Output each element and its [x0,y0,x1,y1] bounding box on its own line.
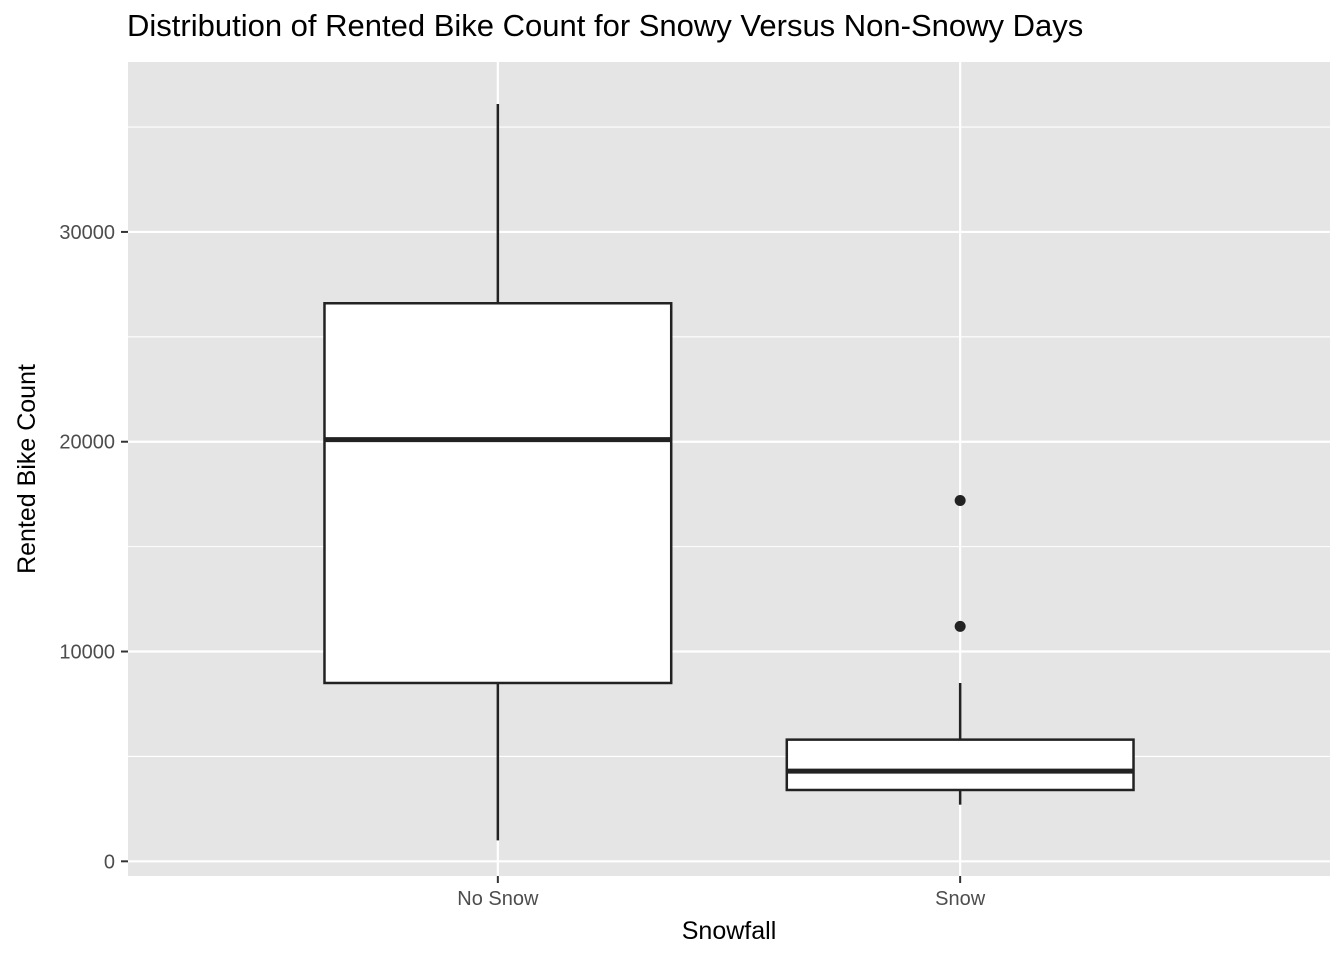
iqr-box [785,738,1135,792]
y-axis-title: Rented Bike Count [13,364,41,574]
outlier-point [954,494,966,506]
box-snow [785,494,1135,805]
x-axis: No Snow Snow [457,876,986,910]
x-tick-label: Snow [935,888,986,910]
x-axis-title: Snowfall [682,917,777,945]
y-axis: 0 10000 20000 30000 [59,222,128,873]
box-no-snow [323,103,673,841]
y-tick-label: 20000 [59,432,115,454]
outlier-point [954,620,966,632]
plot-panel [128,62,1330,876]
x-tick-label: No Snow [457,888,539,910]
y-tick-label: 30000 [59,222,115,244]
y-tick-label: 0 [104,851,115,873]
boxes-layer [323,103,1135,841]
y-tick-label: 10000 [59,642,115,664]
chart-title: Distribution of Rented Bike Count for Sn… [127,8,1084,43]
iqr-box [323,302,673,685]
